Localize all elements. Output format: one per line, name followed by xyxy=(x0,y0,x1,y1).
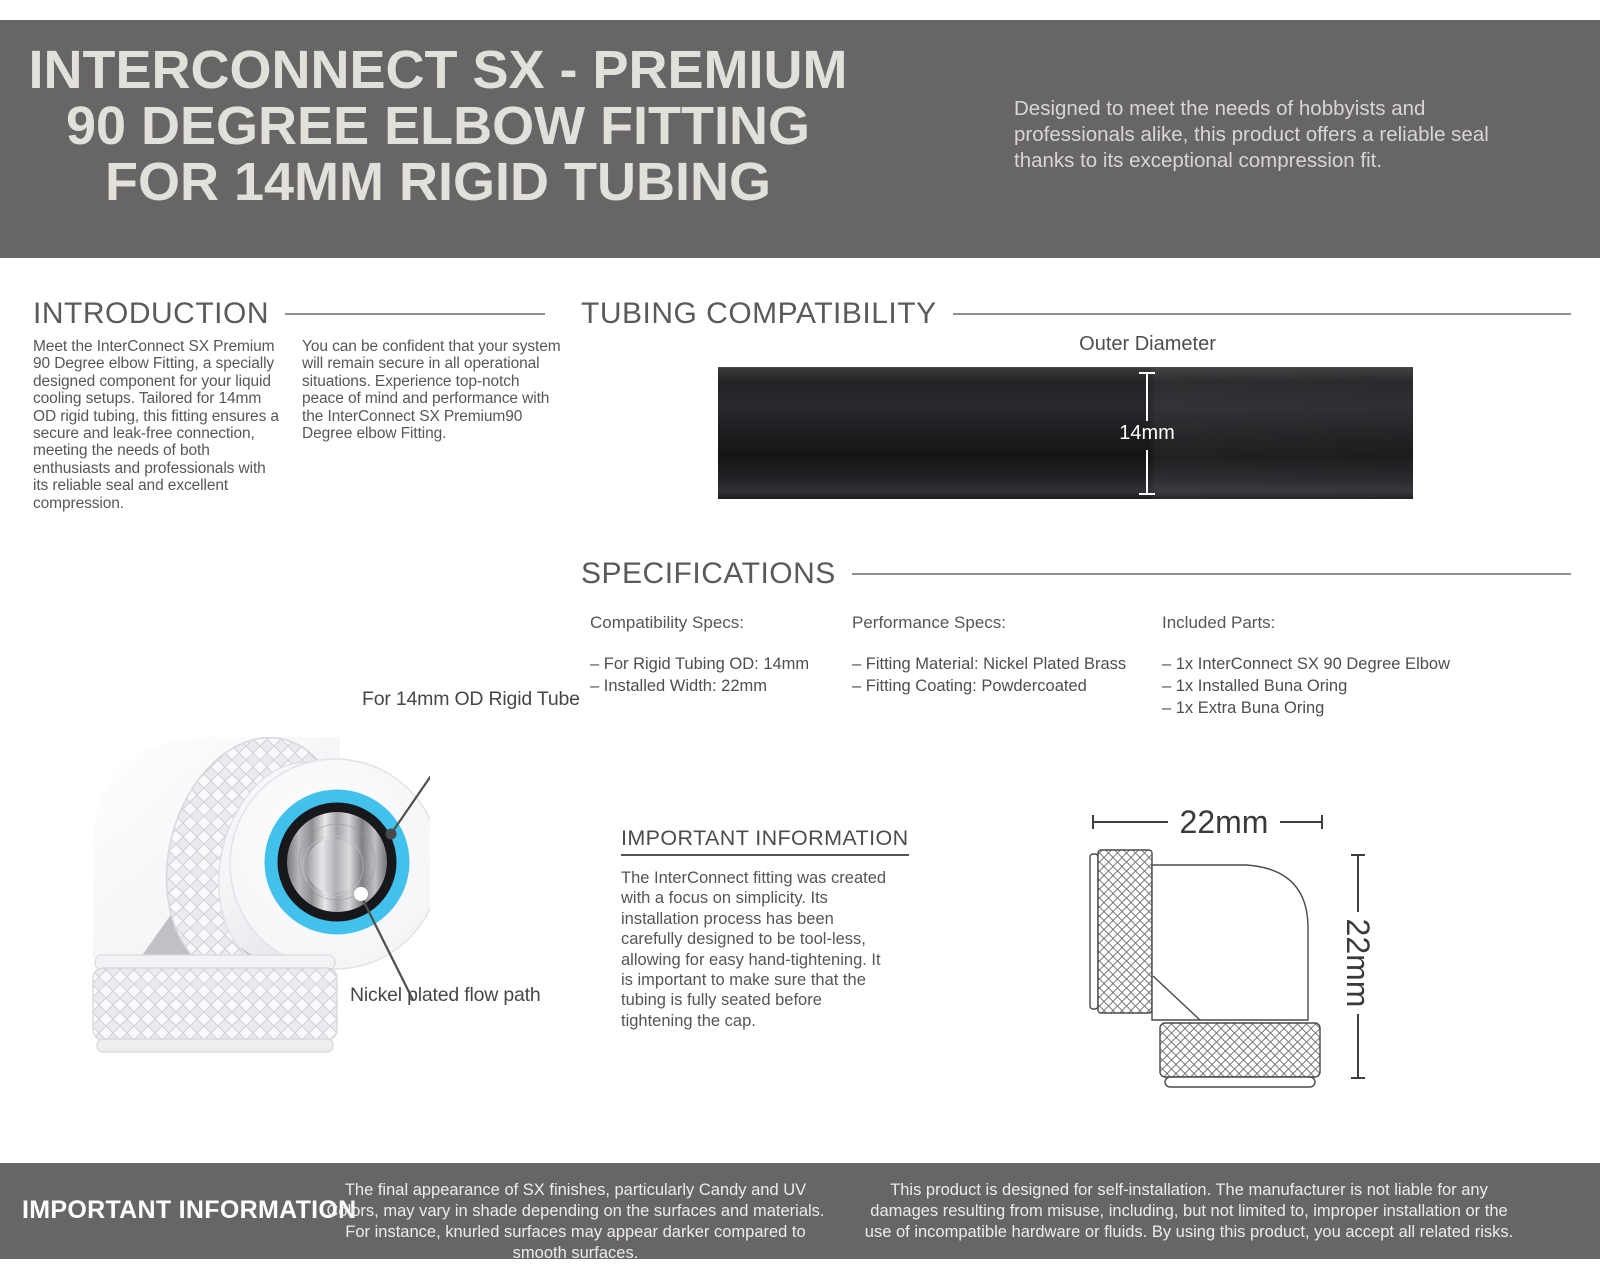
drawing-elbow-body xyxy=(1151,864,1309,1021)
drawing-knurled-nut xyxy=(1159,1022,1321,1078)
spec-item: – 1x Installed Buna Oring xyxy=(1162,677,1348,695)
specifications-section-header: SPECIFICATIONS xyxy=(581,557,1571,591)
drawing-knurled-cylinder xyxy=(1097,849,1153,1014)
height-dimension-label: 22mm xyxy=(1340,919,1376,1008)
spec-items: – For Rigid Tubing OD: 14mm – Installed W… xyxy=(590,653,809,697)
spec-column-compatibility: Compatibility Specs: – For Rigid Tubing … xyxy=(590,613,809,697)
fitting-face xyxy=(229,758,430,970)
outer-diameter-label: Outer Diameter xyxy=(1079,333,1216,355)
spec-heading: Included Parts: xyxy=(1162,613,1276,632)
tubing-rule xyxy=(952,313,1571,315)
header-band xyxy=(0,20,1600,258)
height-dimension xyxy=(1351,854,1365,1079)
spec-items: – Fitting Material: Nickel Plated Brass –… xyxy=(852,653,1126,697)
technical-drawing: 22mm 22mm xyxy=(1089,804,1376,1088)
introduction-paragraph-2: You can be confident that your system wi… xyxy=(302,338,561,443)
spec-column-performance: Performance Specs: – Fitting Material: N… xyxy=(852,613,1126,697)
width-dimension-label: 22mm xyxy=(1180,804,1269,840)
spec-item: – 1x Extra Buna Oring xyxy=(1162,699,1325,717)
spec-heading: Compatibility Specs: xyxy=(590,613,745,632)
tube-image xyxy=(718,367,1413,499)
tube-dimension-label: 14mm xyxy=(1119,422,1175,444)
callout-dot-top xyxy=(385,828,397,840)
dimension-line-top xyxy=(1146,373,1148,421)
dimension-line-bottom xyxy=(1146,450,1148,495)
introduction-title: INTRODUCTION xyxy=(33,297,269,330)
dimension-cap-bottom xyxy=(1139,493,1155,495)
footer-title: IMPORTANT INFORMATION xyxy=(22,1196,357,1224)
spec-item: – For Rigid Tubing OD: 14mm xyxy=(590,655,810,673)
spec-item: – Installed Width: 22mm xyxy=(590,677,767,695)
spec-column-included-parts: Included Parts: – 1x InterConnect SX 90 … xyxy=(1162,613,1450,719)
header-description: Designed to meet the needs of hobbyists … xyxy=(1014,97,1489,172)
page-title: INTERCONNECT SX - PREMIUM 90 DEGREE ELBO… xyxy=(18,42,858,210)
spec-items: – 1x InterConnect SX 90 Degree Elbow – 1x… xyxy=(1162,653,1450,719)
callout-label-rigid-tube: For 14mm OD Rigid Tube xyxy=(362,688,580,710)
spec-item: – 1x InterConnect SX 90 Degree Elbow xyxy=(1162,655,1451,673)
specifications-rule xyxy=(851,573,1571,575)
drawing-fitting xyxy=(1089,849,1321,1088)
bottom-knurled-cap xyxy=(92,954,338,1053)
specifications-title: SPECIFICATIONS xyxy=(581,557,836,590)
introduction-section-header: INTRODUCTION xyxy=(33,297,545,331)
product-photo xyxy=(92,728,430,1053)
spec-heading: Performance Specs: xyxy=(852,613,1007,632)
footer-band xyxy=(0,1163,1600,1259)
footer-note-finish: The final appearance of SX finishes, par… xyxy=(326,1181,825,1262)
page-title-line1: INTERCONNECT SX - PREMIUM xyxy=(28,40,848,100)
spec-item: – Fitting Coating: Powdercoated xyxy=(852,677,1087,695)
introduction-rule xyxy=(284,313,545,315)
page-title-line3: FOR 14MM RIGID TUBING xyxy=(104,152,771,212)
important-info-title: IMPORTANT INFORMATION xyxy=(621,826,909,856)
tubing-section-header: TUBING COMPATIBILITY xyxy=(581,297,1571,331)
page-title-line2: 90 DEGREE ELBOW FITTING xyxy=(65,96,811,156)
tubing-title: TUBING COMPATIBILITY xyxy=(581,297,937,330)
introduction-paragraph-1: Meet the InterConnect SX Premium 90 Degr… xyxy=(33,338,279,512)
footer-note-liability: This product is designed for self-instal… xyxy=(864,1181,1514,1241)
important-info-body: The InterConnect fitting was created wit… xyxy=(621,869,887,1030)
callout-label-flow-path: Nickel plated flow path xyxy=(350,984,541,1006)
callout-pointers xyxy=(360,775,430,1001)
width-dimension xyxy=(1092,815,1323,829)
spec-item: – Fitting Material: Nickel Plated Brass xyxy=(852,655,1127,673)
callout-dot-bottom xyxy=(354,887,368,901)
